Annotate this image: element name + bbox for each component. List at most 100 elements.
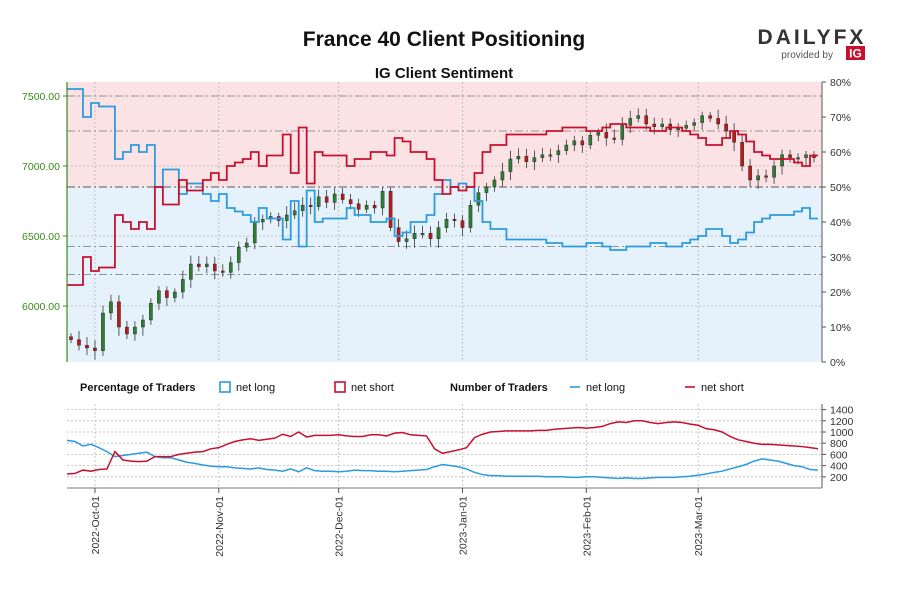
candle-body	[476, 192, 481, 206]
candle-body	[612, 137, 617, 140]
percent-tick-label-2: 20%	[830, 287, 851, 299]
candle-body	[236, 246, 241, 263]
price-tick-label-3: 7500.00	[22, 91, 60, 103]
candle-body	[428, 232, 433, 239]
candle-body	[189, 263, 193, 280]
candle-body	[764, 175, 768, 178]
short-zone	[67, 82, 822, 187]
candle-body	[460, 220, 465, 228]
legend-pct-label: Percentage of Traders	[80, 382, 196, 394]
candle-body	[77, 339, 81, 346]
candle-body	[740, 141, 744, 167]
x-tick-label-0: 2022-Oct-01	[90, 496, 102, 555]
candle-body	[388, 190, 393, 228]
candle-body	[157, 290, 161, 304]
bottom-grid	[67, 404, 822, 489]
percent-tick-label-4: 40%	[830, 217, 851, 229]
candle-body	[660, 123, 665, 127]
candle-body	[780, 154, 784, 167]
candle-body	[452, 218, 457, 221]
brand-badge-bg	[846, 46, 865, 60]
legend-pct-short: net short	[351, 382, 394, 394]
candle-body	[484, 186, 489, 193]
candle-body	[197, 263, 201, 267]
candle-body	[508, 158, 513, 172]
percent-tick-label-0: 0%	[830, 357, 845, 369]
x-tick-label-2: 2022-Dec-01	[334, 496, 346, 557]
candle-body	[300, 204, 305, 211]
candle-body	[101, 312, 105, 351]
candle-body	[356, 203, 361, 210]
candle-body	[748, 165, 752, 181]
candle-body	[540, 154, 545, 158]
legend-pct-long: net long	[236, 382, 275, 394]
candle-body	[93, 347, 97, 351]
candle-body	[500, 171, 505, 181]
candle-body	[420, 232, 425, 235]
price-axis-ticks: 6000.00 6500.00 7000.00 7500.00	[22, 91, 67, 313]
legend-pct-short-swatch	[334, 381, 346, 393]
candle-body	[348, 199, 353, 205]
price-tick-label-2: 7000.00	[22, 161, 60, 173]
percent-axis-ticks: 0% 10% 20% 30% 40% 50% 60% 70% 80%	[821, 77, 851, 369]
x-tick-label-1: 2022-Nov-01	[214, 496, 226, 557]
candle-body	[260, 218, 265, 223]
candle-body	[141, 319, 145, 328]
percent-tick-label-6: 60%	[830, 147, 851, 159]
candle-body	[292, 210, 297, 216]
candle-body	[772, 165, 776, 178]
candle-body	[652, 123, 657, 127]
candle-body	[364, 204, 369, 210]
candle-body	[524, 155, 529, 162]
x-tick-label-3: 2023-Jan-01	[457, 496, 469, 555]
candle-body	[596, 132, 601, 136]
candle-body	[316, 196, 321, 207]
legend-num-long: net long	[586, 382, 625, 394]
candle-body	[564, 144, 569, 151]
candle-body	[436, 227, 441, 240]
candle-body	[340, 193, 345, 200]
candle-body	[676, 127, 680, 130]
pct-net-short-line	[67, 123, 819, 286]
candle-body	[804, 154, 808, 158]
candle-body	[109, 301, 113, 314]
candle-body	[492, 179, 497, 188]
count-tick-label-4: 1000	[830, 427, 854, 439]
candle-body	[133, 326, 137, 335]
candle-body	[692, 122, 696, 126]
candle-body	[548, 154, 553, 157]
count-tick-label-0: 200	[830, 472, 848, 484]
brand-logo: DAILYFX provided by IG	[758, 26, 865, 61]
x-tick-label-4: 2023-Feb-01	[581, 496, 593, 556]
candle-body	[165, 290, 169, 298]
candle-body	[220, 270, 225, 273]
candle-body	[604, 132, 609, 139]
legend: Percentage of Traders net long net short…	[80, 381, 744, 394]
main-panel: 6000.00 6500.00 7000.00 7500.00 0% 10% 20% 30%…	[22, 77, 851, 369]
candle-body	[149, 303, 153, 321]
candle-body	[444, 218, 449, 228]
candle-body	[173, 291, 177, 298]
percent-tick-label-3: 30%	[830, 252, 851, 264]
candle-body	[516, 155, 521, 160]
candle-body	[332, 193, 337, 203]
candle-body	[468, 204, 473, 228]
chart-title: France 40 Client Positioning	[303, 28, 585, 51]
candle-body	[588, 134, 593, 146]
candle-body	[372, 204, 377, 209]
reference-lines	[67, 95, 822, 275]
candle-body	[205, 263, 209, 267]
candle-body	[284, 214, 289, 221]
candle-body	[532, 157, 537, 163]
percent-tick-label-8: 80%	[830, 77, 851, 89]
price-candles	[69, 108, 816, 360]
legend-num-label: Number of Traders	[450, 382, 548, 394]
candle-body	[404, 238, 409, 242]
candle-body	[580, 140, 585, 146]
candle-body	[620, 125, 625, 140]
candle-body	[380, 190, 385, 209]
chart-subtitle: IG Client Sentiment	[375, 65, 513, 82]
candle-body	[756, 175, 760, 181]
